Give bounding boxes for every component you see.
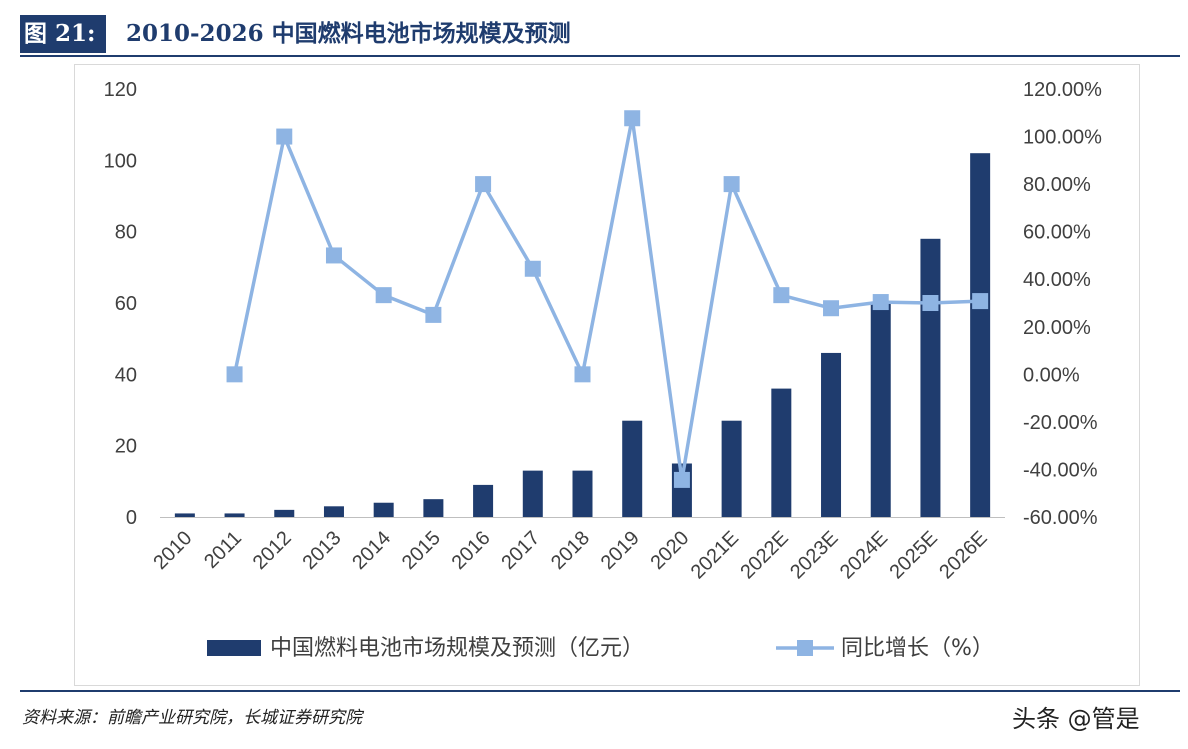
x-tick-label: 2023E [786, 527, 842, 583]
growth-marker-2012 [276, 128, 293, 145]
left-tick-label: 0 [126, 507, 137, 529]
growth-line [232, 116, 981, 482]
x-axis-tick-labels: 2010 2011 2012 2013 2014 2015 2016 2017 2018 2019… [149, 527, 991, 583]
bar-2025E [920, 238, 941, 518]
bar-2010 [174, 513, 195, 517]
legend-line-label: 同比增长（%） [841, 636, 994, 661]
growth-marker-2013 [325, 247, 342, 264]
bar-2017 [522, 470, 543, 517]
source-divider [20, 690, 1180, 692]
bar-2014 [373, 502, 394, 517]
x-tick-label: 2015 [398, 527, 445, 574]
x-tick-label: 2019 [597, 527, 644, 574]
bar-2022E [771, 388, 792, 517]
growth-marker-2024E [872, 294, 889, 311]
growth-marker-2022E [773, 287, 790, 304]
left-tick-label: 20 [115, 436, 137, 458]
x-tick-label: 2022E [736, 527, 792, 583]
growth-markers [226, 110, 989, 488]
growth-marker-2011 [226, 366, 243, 383]
right-tick-label: 100.00% [1023, 127, 1102, 149]
growth-marker-2018 [574, 366, 591, 383]
watermark: 头条 @管是 [1012, 705, 1140, 733]
source-note: 资料来源：前瞻产业研究院，长城证券研究院 [22, 708, 362, 728]
left-tick-label: 60 [115, 293, 137, 315]
x-tick-label: 2014 [348, 527, 395, 574]
bar-2015 [423, 499, 444, 517]
bar-2023E [821, 352, 842, 517]
bar-2024E [870, 303, 891, 517]
growth-marker-2025E [922, 295, 939, 311]
right-tick-label: 40.00% [1023, 269, 1091, 291]
bar-2018 [572, 470, 593, 517]
left-tick-label: 40 [115, 364, 137, 386]
x-tick-label: 2013 [298, 527, 345, 574]
bar-2013 [323, 506, 344, 517]
legend-bar-label: 中国燃料电池市场规模及预测（亿元） [270, 636, 644, 661]
x-tick-label: 2021E [687, 527, 743, 583]
bar-series [174, 153, 991, 518]
x-tick-label: 2010 [149, 527, 196, 574]
chart-frame [74, 64, 1140, 686]
bar-2019 [622, 420, 643, 517]
right-tick-label: -60.00% [1023, 507, 1098, 529]
left-tick-label: 100 [104, 150, 137, 172]
x-tick-label: 2017 [497, 527, 544, 574]
x-tick-label: 2012 [249, 527, 296, 574]
right-tick-label: 20.00% [1023, 317, 1091, 339]
bar-2012 [274, 509, 295, 517]
left-tick-label: 120 [104, 79, 137, 101]
x-tick-label: 2016 [448, 527, 495, 574]
growth-marker-2019 [624, 110, 641, 127]
right-tick-label: 0.00% [1023, 364, 1080, 386]
x-tick-label: 2025E [886, 527, 942, 583]
figure-label: 图 21: [20, 15, 106, 53]
x-tick-label: 2011 [200, 527, 246, 573]
left-axis-ticks: 0 20 40 60 80 100 120 [104, 79, 137, 529]
right-tick-label: -40.00% [1023, 459, 1098, 481]
legend-line-marker [797, 640, 813, 656]
growth-marker-2015 [425, 306, 442, 323]
left-tick-label: 80 [115, 222, 137, 244]
x-tick-label: 2024E [836, 527, 892, 583]
right-tick-label: 80.00% [1023, 174, 1091, 196]
bar-2011 [224, 513, 245, 517]
growth-marker-2020 [673, 471, 690, 488]
growth-marker-2014 [375, 287, 392, 304]
x-tick-label: 2026E [935, 527, 991, 583]
right-tick-label: -20.00% [1023, 412, 1098, 434]
right-axis-ticks: -60.00% -40.00% -20.00% 0.00% 20.00% 40.00% 60… [1023, 79, 1102, 529]
figure-header: 图 21: 2010-2026 中国燃料电池市场规模及预测 [20, 15, 1180, 57]
growth-marker-2021E [723, 176, 740, 193]
legend: 中国燃料电池市场规模及预测（亿元） 同比增长（%） [207, 636, 994, 661]
growth-marker-2026E [972, 293, 989, 310]
growth-marker-2023E [823, 300, 840, 317]
chart-title: 2010-2026 中国燃料电池市场规模及预测 [126, 20, 571, 47]
x-tick-label: 2018 [547, 527, 594, 574]
bar-2016 [473, 484, 494, 517]
right-tick-label: 120.00% [1023, 79, 1102, 101]
growth-marker-2016 [475, 176, 492, 193]
legend-bar-swatch [207, 640, 261, 656]
right-tick-label: 60.00% [1023, 222, 1091, 244]
growth-marker-2017 [524, 260, 541, 277]
bar-2021E [721, 420, 742, 517]
bar-2026E [970, 153, 991, 517]
